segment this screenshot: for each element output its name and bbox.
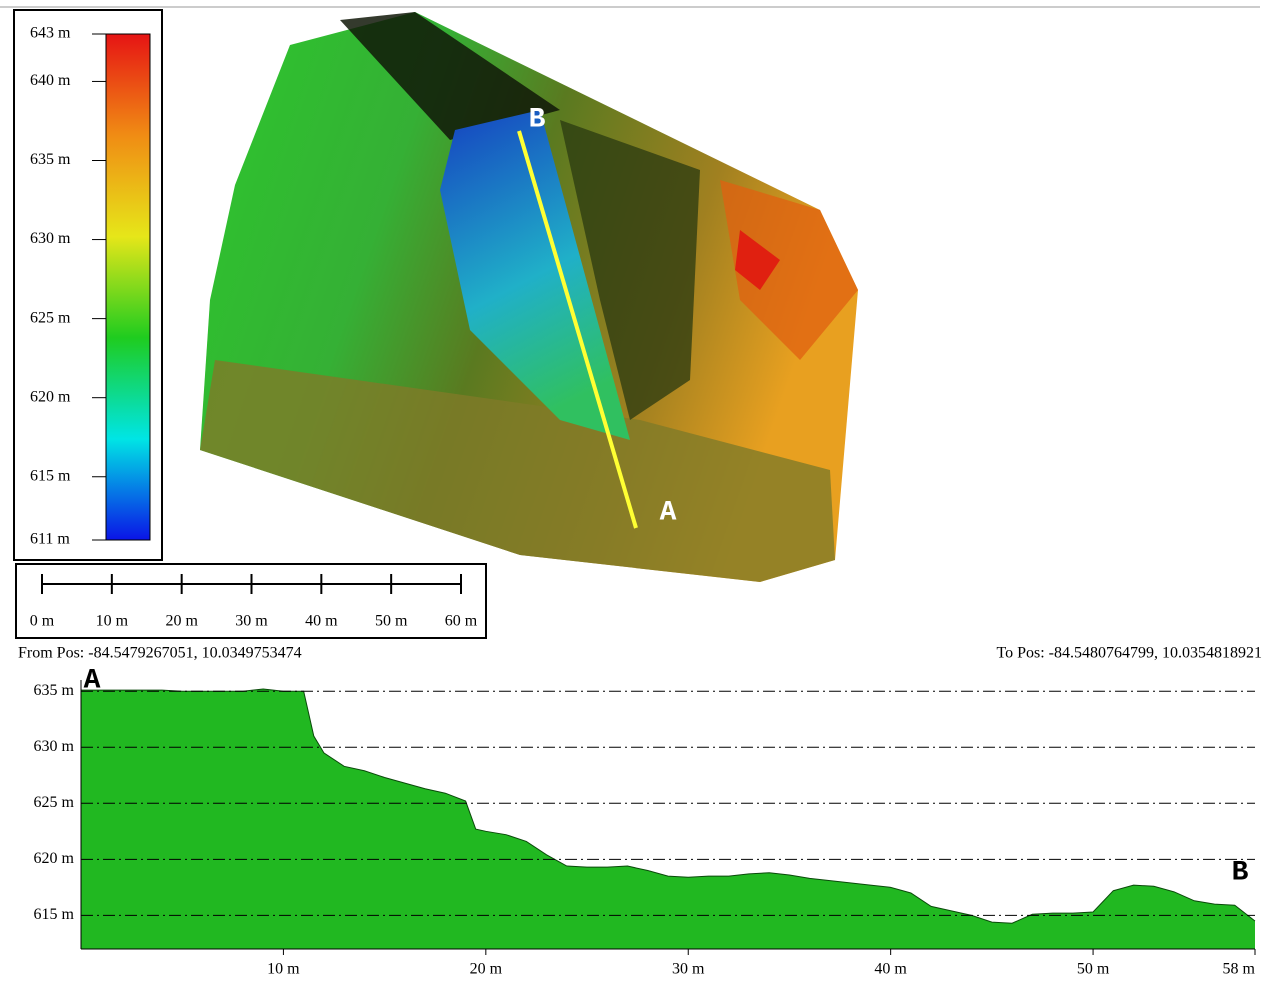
profile-end-label: B — [1232, 857, 1249, 888]
legend-label: 630 m — [30, 230, 71, 247]
map-label: A — [660, 497, 677, 528]
x-tick-label: 58 m — [1223, 961, 1256, 978]
legend-label: 640 m — [30, 72, 71, 89]
x-tick-label: 30 m — [672, 961, 705, 978]
y-tick-label: 625 m — [34, 794, 75, 811]
y-tick-label: 620 m — [34, 850, 75, 867]
legend-label: 620 m — [30, 388, 71, 405]
legend-label: 611 m — [30, 531, 70, 548]
legend-label: 635 m — [30, 151, 71, 168]
scale-label: 0 m — [30, 613, 55, 630]
scale-label: 50 m — [375, 613, 408, 630]
x-tick-label: 40 m — [874, 961, 907, 978]
legend-label: 615 m — [30, 467, 71, 484]
from-pos: From Pos: -84.5479267051, 10.0349753474 — [18, 645, 302, 662]
scale-label: 20 m — [165, 613, 198, 630]
x-tick-label: 10 m — [267, 961, 300, 978]
x-tick-label: 50 m — [1077, 961, 1110, 978]
to-pos: To Pos: -84.5480764799, 10.0354818921 — [996, 645, 1262, 662]
profile-area — [81, 689, 1255, 949]
screen: A B 643 m640 m635 m630 m625 m620 m615 m6… — [0, 0, 1270, 980]
profile-chart: 615 m 620 m 625 m 630 m 635 m 10 m 20 m 30 m 40 … — [34, 665, 1256, 977]
scale-label: 30 m — [235, 613, 268, 630]
y-tick-label: 630 m — [34, 738, 75, 755]
scale-label: 40 m — [305, 613, 338, 630]
legend-label: 625 m — [30, 309, 71, 326]
color-bar — [106, 34, 150, 540]
map-label: B — [529, 104, 546, 135]
profile-start-label: A — [84, 665, 101, 696]
y-tick-label: 615 m — [34, 906, 75, 923]
elevation-map: A B — [200, 12, 858, 582]
y-tick-label: 635 m — [34, 682, 75, 699]
x-tick-label: 20 m — [470, 961, 503, 978]
legend-label: 643 m — [30, 25, 71, 42]
scale-label: 10 m — [96, 613, 129, 630]
scale-label: 60 m — [445, 613, 478, 630]
